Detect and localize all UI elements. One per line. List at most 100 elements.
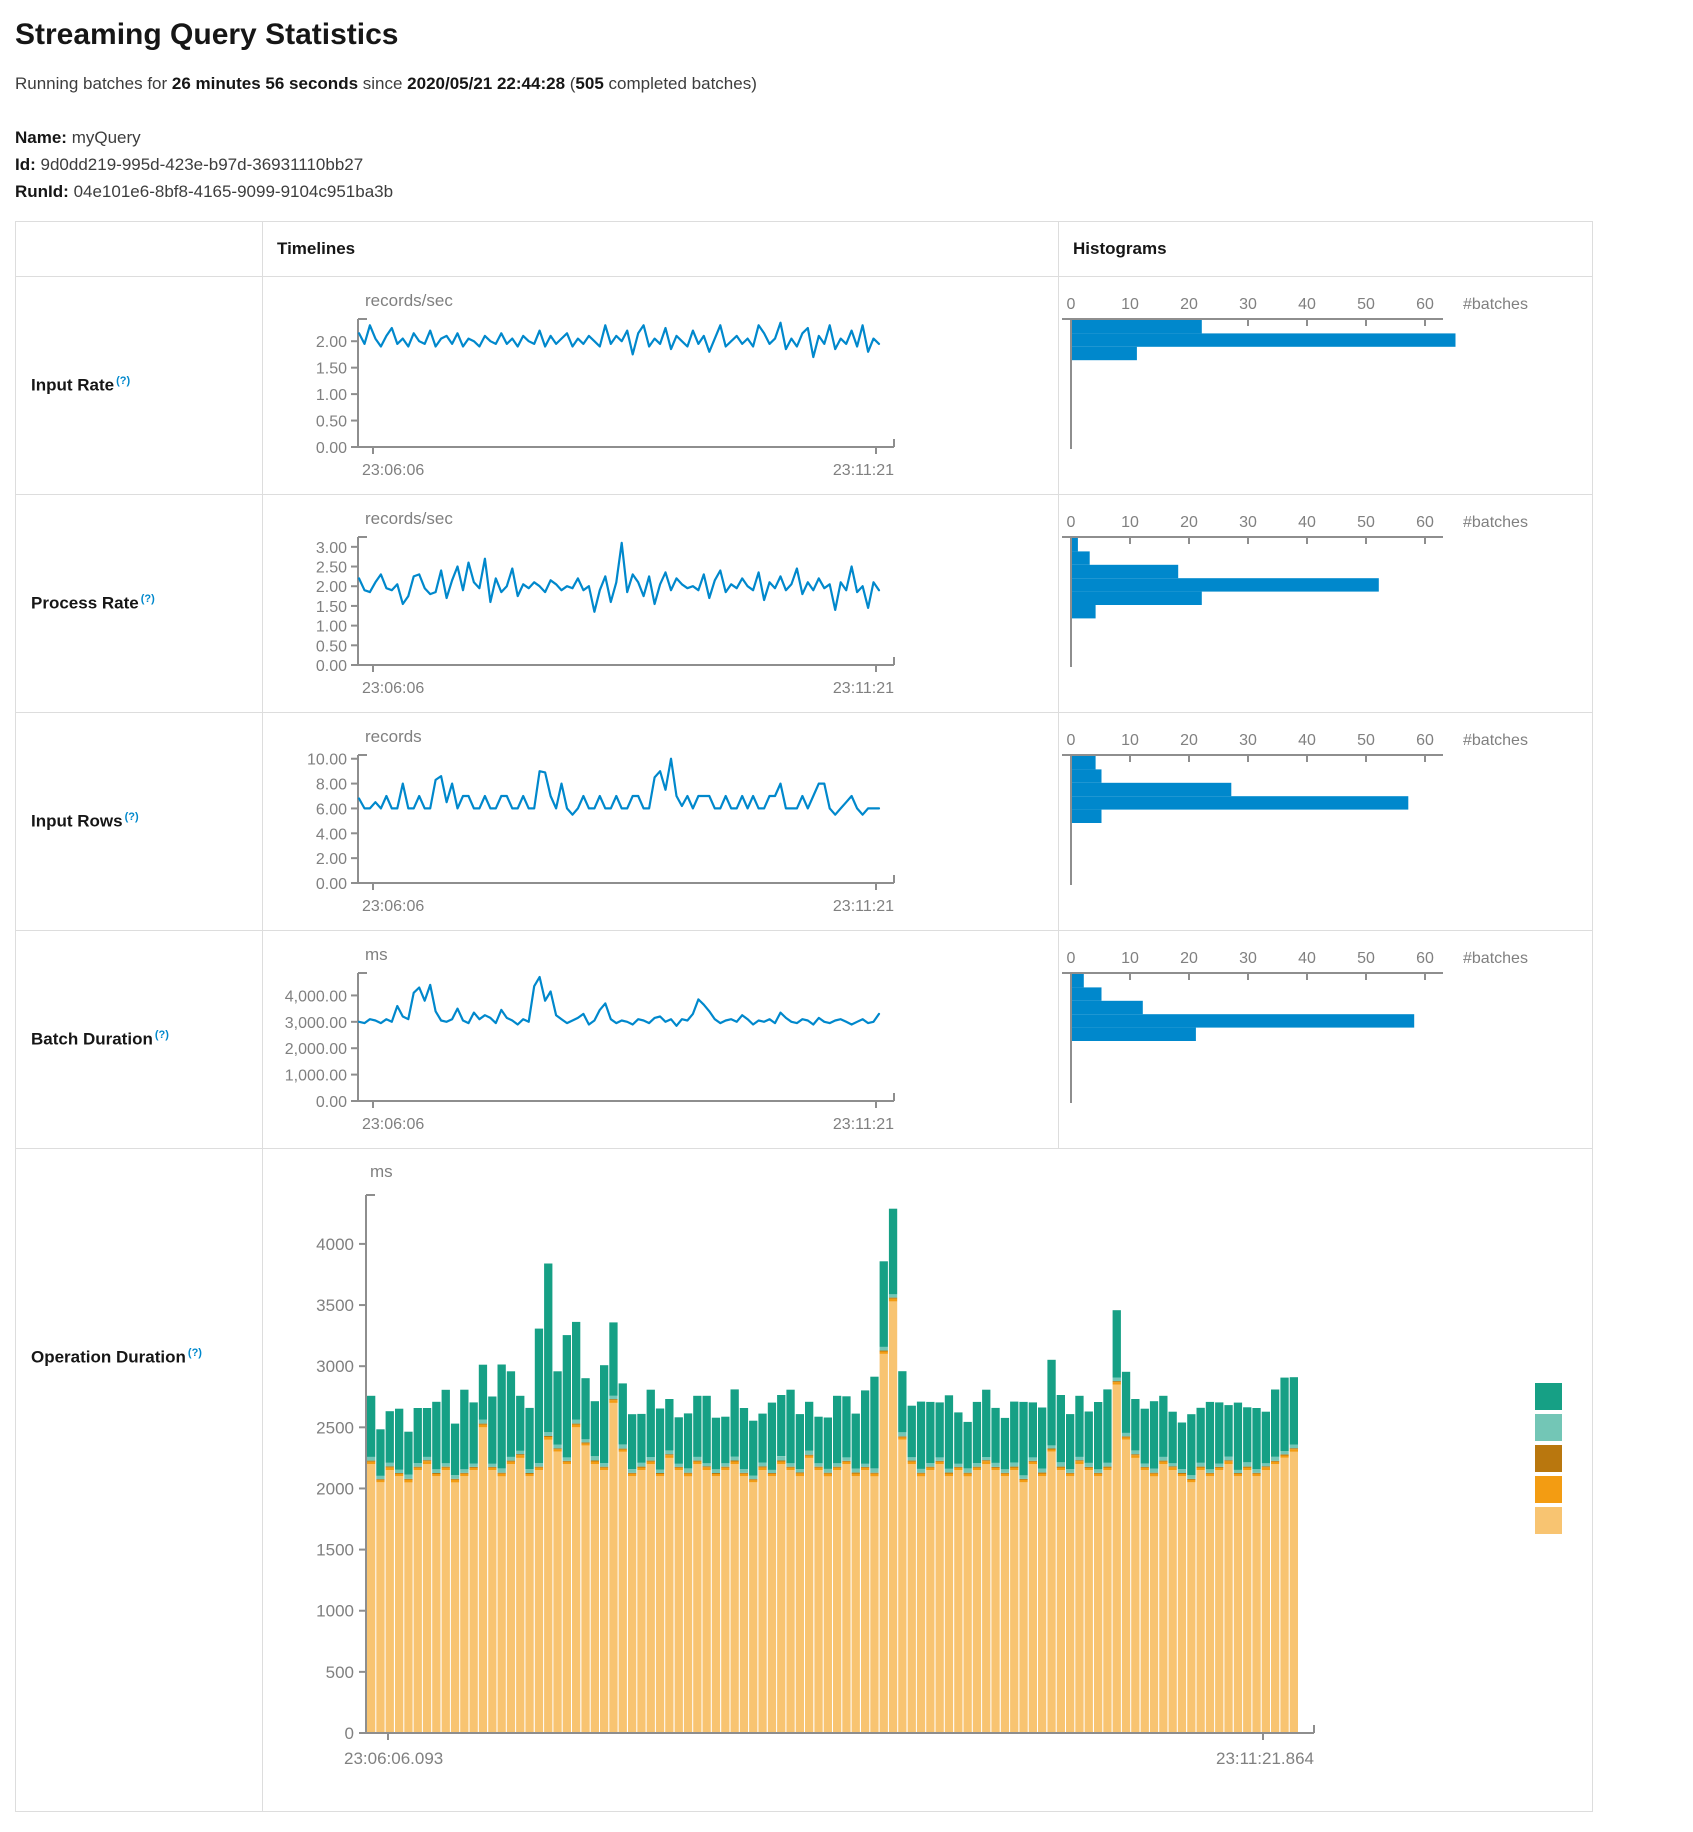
query-id-label: Id: (15, 155, 36, 174)
summary-suffix: completed batches) (603, 74, 757, 93)
query-runid-line: RunId: 04e101e6-8bf8-4165-9099-9104c951b… (15, 178, 1693, 205)
query-name-value: myQuery (71, 128, 141, 147)
svg-text:10: 10 (1121, 732, 1139, 749)
input-rows-histogram-cell: 0 10 20 30 40 50 60 #batches (1058, 712, 1593, 931)
completed-batches-count: 505 (575, 74, 604, 93)
svg-text:50: 50 (1357, 296, 1375, 313)
svg-text:1.50: 1.50 (316, 599, 347, 616)
svg-text:0: 0 (1067, 296, 1076, 313)
query-name-line: Name: myQuery (15, 124, 1693, 151)
svg-text:20: 20 (1180, 514, 1198, 531)
help-icon[interactable]: (?) (116, 375, 131, 388)
input-rate-timeline-chart: records/sec 2.00 1.50 1.00 0.50 0.00 23:06:06 2… (263, 283, 1058, 494)
svg-text:1.50: 1.50 (316, 361, 347, 378)
svg-text:50: 50 (1357, 514, 1375, 531)
svg-text:10: 10 (1121, 950, 1139, 967)
svg-text:records/sec: records/sec (365, 509, 453, 528)
svg-text:1000: 1000 (316, 1602, 354, 1621)
legend-swatch (1535, 1507, 1562, 1534)
query-runid-value: 04e101e6-8bf8-4165-9099-9104c951ba3b (73, 182, 394, 201)
svg-text:#batches: #batches (1463, 296, 1528, 313)
svg-text:60: 60 (1416, 514, 1434, 531)
query-id-value: 9d0dd219-995d-423e-b97d-36931110bb27 (40, 155, 364, 174)
svg-text:3000: 3000 (316, 1357, 354, 1376)
svg-text:ms: ms (365, 945, 388, 964)
svg-text:30: 30 (1239, 950, 1257, 967)
input-rows-timeline-cell: records 10.00 8.00 6.00 4.00 2.00 0.00 23:06:06… (262, 712, 1059, 931)
svg-text:2.00: 2.00 (316, 579, 347, 596)
svg-text:3500: 3500 (316, 1296, 354, 1315)
query-name-label: Name: (15, 128, 67, 147)
page-title: Streaming Query Statistics (15, 18, 399, 51)
svg-text:10.00: 10.00 (307, 752, 347, 769)
operation-duration-stacked-chart: ms 4000 3500 3000 2500 2000 1500 1000 500 0 23:06:… (263, 1155, 1593, 1810)
query-id-line: Id: 9d0dd219-995d-423e-b97d-36931110bb27 (15, 151, 1693, 178)
process-rate-histogram-chart: 0 10 20 30 40 50 60 #batches (1059, 501, 1592, 678)
process-rate-timeline-chart: records/sec 3.00 2.50 2.00 1.50 1.00 0.50 0.00 2… (263, 501, 1058, 712)
row-label-input-rows: Input Rows (?) (15, 712, 263, 931)
svg-text:60: 60 (1416, 732, 1434, 749)
svg-text:#batches: #batches (1463, 514, 1528, 531)
svg-text:2.50: 2.50 (316, 560, 347, 577)
summary-since: since (358, 74, 408, 93)
help-icon[interactable]: (?) (187, 1347, 202, 1359)
histogram-svg: 0 10 20 30 40 50 60 #batches (1062, 296, 1528, 449)
svg-text:23:06:06: 23:06:06 (362, 1116, 424, 1133)
svg-text:23:11:21: 23:11:21 (833, 462, 894, 479)
svg-text:ms: ms (370, 1162, 393, 1181)
help-icon[interactable]: (?) (124, 811, 139, 824)
svg-text:0.00: 0.00 (316, 658, 347, 675)
row-label-text: Batch Duration (31, 1029, 153, 1049)
histogram-svg: 0 10 20 30 40 50 60 #batches (1062, 514, 1528, 667)
summary-paren: ( (565, 74, 576, 93)
header-timelines: Timelines (262, 221, 1059, 277)
running-duration: 26 minutes 56 seconds (171, 74, 359, 93)
row-label-batch-duration: Batch Duration (?) (15, 930, 263, 1149)
svg-text:8.00: 8.00 (316, 777, 347, 794)
table-row: Input Rate (?) records/sec 2.00 1.50 1.00 0.5… (15, 276, 1593, 495)
svg-text:3.00: 3.00 (316, 540, 347, 557)
svg-text:30: 30 (1239, 296, 1257, 313)
svg-text:1.00: 1.00 (316, 619, 347, 636)
svg-text:#batches: #batches (1463, 950, 1528, 967)
svg-text:20: 20 (1180, 732, 1198, 749)
svg-text:40: 40 (1298, 732, 1316, 749)
svg-text:4000: 4000 (316, 1235, 354, 1254)
svg-text:1500: 1500 (316, 1541, 354, 1560)
svg-text:records/sec: records/sec (365, 291, 453, 310)
svg-text:23:11:21: 23:11:21 (833, 680, 894, 697)
header-empty (15, 221, 263, 277)
help-icon[interactable]: (?) (154, 1029, 169, 1042)
svg-text:60: 60 (1416, 950, 1434, 967)
process-rate-histogram-cell: 0 10 20 30 40 50 60 #batches (1058, 494, 1593, 713)
svg-text:4.00: 4.00 (316, 826, 347, 843)
row-label-text: Operation Duration (31, 1347, 186, 1367)
header-histograms: Histograms (1058, 221, 1593, 277)
svg-text:0.50: 0.50 (316, 638, 347, 655)
start-timestamp: 2020/05/21 22:44:28 (407, 74, 566, 93)
svg-text:1.00: 1.00 (316, 387, 347, 404)
table-row: Input Rows (?) records 10.00 8.00 6.00 4.00 2.… (15, 712, 1593, 931)
input-rows-timeline-chart: records 10.00 8.00 6.00 4.00 2.00 0.00 23:06:06… (263, 719, 1058, 930)
svg-text:0.00: 0.00 (316, 1094, 347, 1111)
row-label-text: Input Rate (31, 375, 115, 395)
input-rate-timeline-cell: records/sec 2.00 1.50 1.00 0.50 0.00 23:06:06 2… (262, 276, 1059, 495)
svg-text:50: 50 (1357, 732, 1375, 749)
timeline-svg: records/sec 3.00 2.50 2.00 1.50 1.00 0.50 0.00 2… (316, 509, 895, 697)
svg-text:1,000.00: 1,000.00 (285, 1068, 347, 1085)
query-runid-label: RunId: (15, 182, 69, 201)
table-row: Process Rate (?) records/sec 3.00 2.50 2.00 1… (15, 494, 1593, 713)
legend (1535, 1383, 1562, 1534)
stacked-chart-svg: ms 4000 3500 3000 2500 2000 1500 1000 500 0 23:06:… (316, 1162, 1315, 1768)
legend-swatch (1535, 1383, 1562, 1410)
timeline-svg: ms 4,000.00 3,000.00 2,000.00 1,000.00 0.00 23… (285, 945, 895, 1133)
row-label-text: Input Rows (31, 811, 123, 831)
svg-text:0.00: 0.00 (316, 876, 347, 893)
svg-text:2000: 2000 (316, 1479, 354, 1498)
svg-text:40: 40 (1298, 296, 1316, 313)
row-label-process-rate: Process Rate (?) (15, 494, 263, 713)
svg-text:60: 60 (1416, 296, 1434, 313)
query-identity: Name: myQuery Id: 9d0dd219-995d-423e-b97… (15, 124, 1693, 205)
help-icon[interactable]: (?) (140, 593, 155, 606)
timeline-svg: records 10.00 8.00 6.00 4.00 2.00 0.00 23:06:06… (307, 727, 895, 915)
